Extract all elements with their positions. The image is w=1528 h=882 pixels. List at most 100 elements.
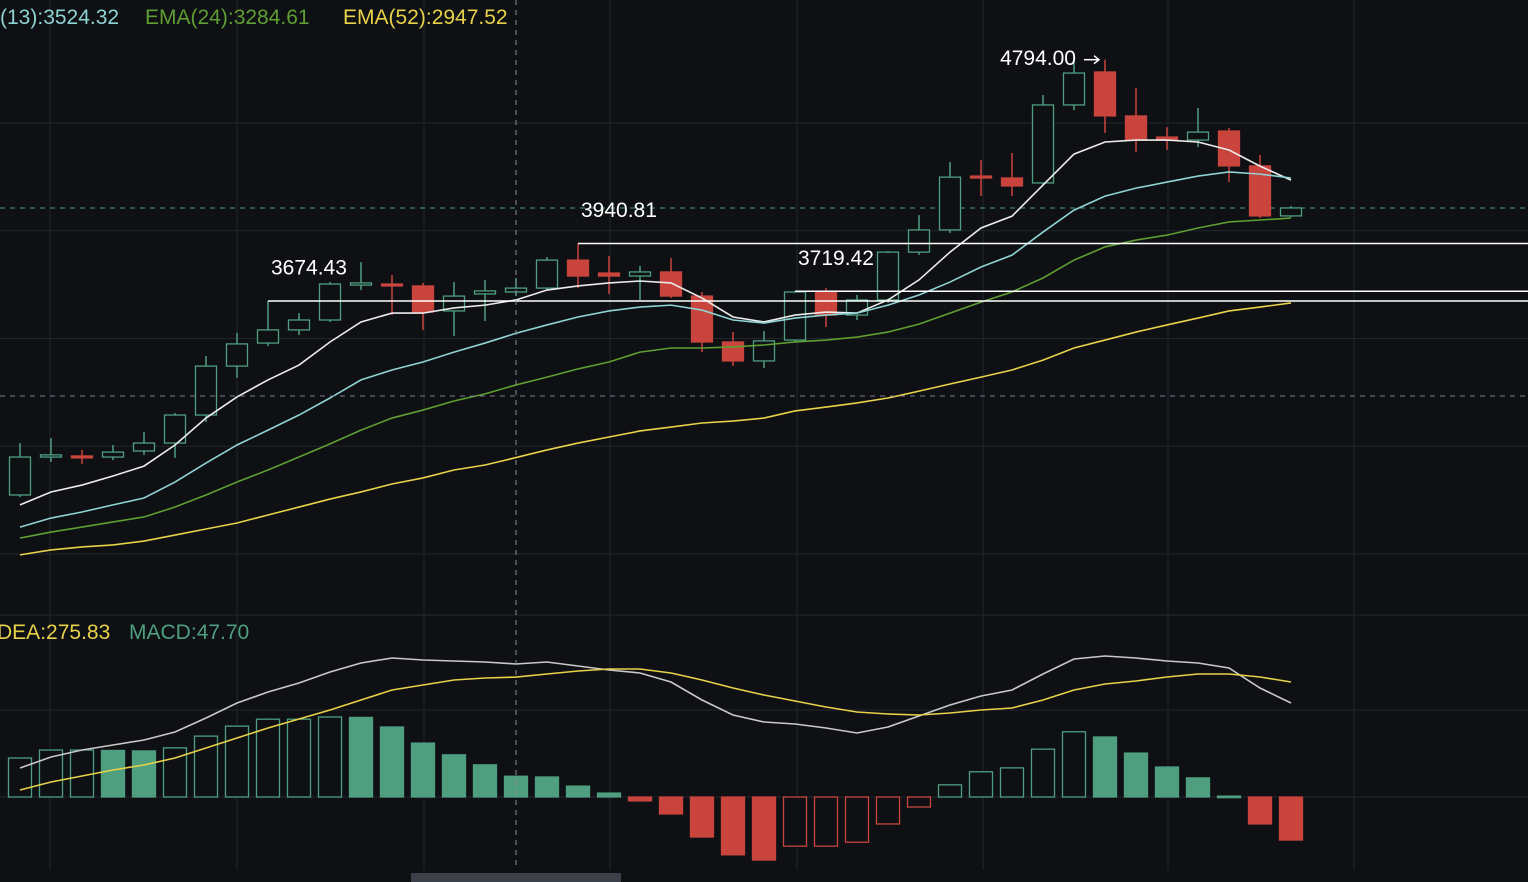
candle-body — [1093, 71, 1117, 117]
legend-separator: : — [37, 6, 43, 29]
macd-bar — [348, 716, 374, 798]
candle-body — [163, 414, 187, 444]
macd-bar — [7, 757, 33, 798]
candle-body — [318, 283, 342, 321]
candle-body — [194, 365, 218, 416]
macd-bar — [379, 726, 405, 798]
labels: 3674.433940.813719.424794.00(13):3524.32… — [0, 6, 1101, 644]
high-label: 4794.00 — [1000, 47, 1076, 70]
macd-bar — [1123, 752, 1149, 798]
macd-bar — [503, 775, 529, 798]
legend-value: 3284.61 — [234, 6, 310, 29]
macd-bar — [534, 776, 560, 798]
macd-bar — [937, 784, 963, 798]
macd-bar — [1092, 736, 1118, 798]
indicator-line — [19, 655, 1292, 769]
legend-name: EMA(52) — [343, 6, 426, 29]
price-line-label: 3940.81 — [581, 199, 657, 222]
macd-bar — [751, 796, 777, 861]
candle-body — [690, 295, 714, 343]
legend-name: DEA — [0, 621, 40, 644]
high-arrow-head — [1093, 55, 1101, 65]
macd-bar — [1216, 795, 1242, 799]
macd-bar — [410, 742, 436, 798]
candle-body — [411, 285, 435, 313]
macd-bar — [1185, 777, 1211, 798]
macd-bar — [38, 749, 64, 798]
macd-bar — [224, 725, 250, 798]
macd-bar — [813, 796, 839, 847]
candle-body — [1279, 207, 1303, 217]
legend-separator: : — [191, 621, 197, 644]
macd-bar — [286, 718, 312, 798]
macd-bar — [69, 749, 95, 798]
legend-separator: : — [40, 621, 46, 644]
candle-body — [132, 442, 156, 452]
macd-bar — [1030, 748, 1056, 798]
candle-body — [1031, 104, 1055, 184]
price-line-label: 3674.43 — [271, 256, 347, 279]
scrollbar[interactable] — [411, 873, 621, 882]
candle-body — [907, 229, 931, 253]
candle-body — [473, 290, 497, 295]
legend-value: 2947.52 — [432, 6, 508, 29]
candle-body — [969, 175, 993, 179]
macd-bar — [1247, 796, 1273, 825]
macd-bar — [689, 796, 715, 838]
legend-entry: EMA(24):3284.61 — [145, 6, 310, 29]
macd-bar — [255, 718, 281, 798]
candle-body — [39, 454, 63, 458]
indicator-line — [19, 171, 1292, 528]
macd-bar — [875, 796, 901, 825]
candle-body — [101, 451, 125, 458]
marks — [7, 59, 1528, 861]
legend-entry: MACD:47.70 — [129, 621, 249, 644]
candle-body — [1186, 131, 1210, 141]
macd-bar — [162, 747, 188, 798]
candle-body — [287, 319, 311, 331]
legend-value: 3524.32 — [43, 6, 119, 29]
macd-bar — [968, 771, 994, 798]
macd-bar — [1278, 796, 1304, 841]
candle-body — [535, 259, 559, 289]
macd-bar — [131, 750, 157, 798]
macd-bar — [565, 785, 591, 798]
macd-bar — [658, 796, 684, 815]
macd-bar — [906, 796, 932, 808]
macd-bar — [441, 754, 467, 798]
macd-bar — [596, 792, 622, 798]
candle-body — [380, 283, 404, 287]
price-line-label: 3719.42 — [798, 247, 874, 270]
indicator-line — [19, 217, 1292, 539]
legend-separator: : — [426, 6, 432, 29]
candle-body — [349, 282, 373, 286]
candle-body — [721, 341, 745, 362]
macd-bar — [999, 767, 1025, 798]
macd-bar — [1154, 766, 1180, 798]
indicator-line — [19, 302, 1292, 556]
candle-body — [70, 455, 94, 459]
indicator-line — [19, 139, 1292, 506]
candle-body — [659, 271, 683, 297]
candle-body — [1217, 130, 1241, 167]
legend-name: MACD — [129, 621, 191, 644]
candle-body — [225, 343, 249, 367]
candle-body — [628, 271, 652, 277]
legend-separator: : — [228, 6, 234, 29]
indicator-line — [19, 668, 1292, 791]
legend-name: (13) — [0, 6, 37, 29]
macd-bar — [193, 735, 219, 798]
macd-bar — [782, 796, 808, 847]
macd-bar — [627, 796, 653, 802]
candle-body — [1000, 177, 1024, 187]
legend-entry: (13):3524.32 — [0, 6, 119, 29]
candle-body — [597, 272, 621, 277]
candle-body — [876, 251, 900, 301]
candle-body — [566, 259, 590, 277]
legend-value: 47.70 — [197, 621, 250, 644]
macd-bar — [1061, 731, 1087, 798]
candle-body — [8, 456, 32, 496]
